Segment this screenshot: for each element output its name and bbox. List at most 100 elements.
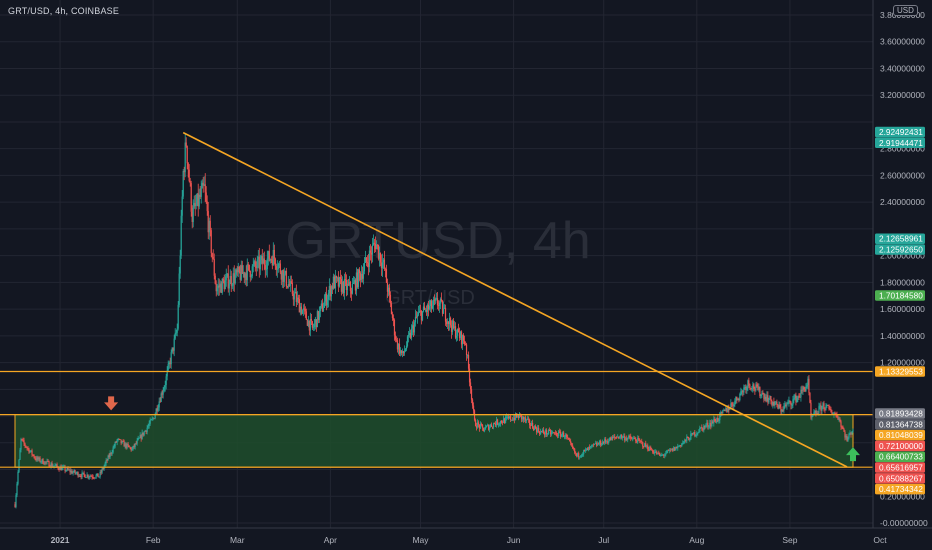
candle-up bbox=[150, 419, 152, 421]
candle-down bbox=[444, 307, 447, 322]
candle-up bbox=[126, 443, 128, 448]
currency-badge[interactable]: USD bbox=[893, 5, 918, 16]
candle-up bbox=[360, 273, 363, 280]
candle-down bbox=[482, 427, 485, 432]
candle-up bbox=[620, 435, 622, 438]
candle-up bbox=[851, 431, 853, 435]
candle-up bbox=[718, 420, 720, 421]
candle-down bbox=[159, 401, 161, 403]
candle-up bbox=[143, 431, 145, 436]
candle-down bbox=[556, 432, 558, 436]
candle-up bbox=[198, 194, 200, 207]
candle-down bbox=[742, 390, 744, 393]
candle-down bbox=[71, 470, 73, 474]
candle-up bbox=[455, 335, 458, 338]
symbol-title[interactable]: GRT/USD, 4h, COINBASE bbox=[8, 6, 120, 16]
candle-up bbox=[341, 281, 343, 292]
candle-up bbox=[232, 273, 234, 286]
support-zone bbox=[14, 414, 854, 468]
candle-down bbox=[507, 416, 510, 419]
candle-down bbox=[440, 299, 443, 301]
candle-down bbox=[837, 417, 839, 420]
candle-down bbox=[732, 404, 734, 407]
candle-up bbox=[527, 418, 529, 420]
candle-down bbox=[340, 278, 342, 292]
candle-down bbox=[25, 445, 27, 448]
candle-down bbox=[618, 436, 620, 439]
candle-down bbox=[555, 432, 557, 434]
candle-down bbox=[102, 468, 104, 470]
candle-up bbox=[104, 463, 106, 467]
candle-down bbox=[390, 303, 393, 315]
candle-up bbox=[162, 391, 164, 395]
candle-up bbox=[582, 454, 584, 456]
price-label-badge: 0.66400733 bbox=[875, 451, 925, 462]
candle-down bbox=[214, 275, 216, 284]
candle-up bbox=[416, 314, 419, 318]
candle-down bbox=[337, 277, 339, 287]
candle-down bbox=[449, 317, 452, 326]
candle-down bbox=[536, 428, 538, 433]
candle-down bbox=[384, 268, 387, 270]
candle-down bbox=[645, 443, 647, 447]
candle-down bbox=[629, 435, 631, 437]
candle-down bbox=[400, 350, 403, 353]
price-label-text: 1.70184580 bbox=[879, 290, 923, 300]
candle-up bbox=[502, 418, 505, 423]
candle-down bbox=[543, 430, 545, 434]
candle-up bbox=[637, 437, 639, 443]
candle-down bbox=[569, 439, 571, 442]
candle-up bbox=[601, 444, 603, 446]
candle-up bbox=[476, 422, 479, 428]
candle-down bbox=[376, 244, 379, 246]
candle-up bbox=[332, 276, 334, 289]
candle-down bbox=[39, 457, 41, 462]
candle-up bbox=[628, 435, 630, 438]
price-label-bg bbox=[875, 244, 925, 255]
candle-up bbox=[734, 400, 736, 406]
price-label-bg bbox=[875, 137, 925, 149]
candle-up bbox=[154, 413, 156, 419]
candle-up bbox=[838, 418, 840, 420]
candle-up bbox=[737, 398, 739, 401]
candle-up bbox=[604, 439, 606, 443]
candle-up bbox=[623, 435, 625, 437]
time-axis[interactable]: 2021 Feb Mar Apr May Jun Jul Aug Sep Oct bbox=[51, 535, 888, 545]
candle-down bbox=[523, 416, 525, 420]
candle-up bbox=[109, 452, 111, 457]
candle-down bbox=[763, 393, 765, 400]
candle-up bbox=[784, 404, 786, 406]
candle-up bbox=[240, 265, 242, 280]
candle-down bbox=[714, 418, 716, 421]
price-label-badge: 2.91944471 bbox=[875, 137, 925, 149]
candle-up bbox=[725, 407, 727, 411]
candle-down bbox=[263, 258, 265, 266]
candle-down bbox=[427, 304, 430, 310]
candle-down bbox=[264, 265, 266, 270]
candle-down bbox=[190, 183, 192, 212]
price-label-bg bbox=[875, 440, 925, 452]
candle-up bbox=[772, 401, 774, 406]
candle-up bbox=[52, 465, 54, 467]
candle-up bbox=[175, 332, 177, 334]
candle-up bbox=[405, 346, 408, 350]
price-label-bg bbox=[875, 483, 925, 495]
candle-down bbox=[500, 420, 503, 423]
candle-up bbox=[94, 477, 96, 479]
candle-up bbox=[522, 416, 524, 420]
candle-up bbox=[117, 438, 119, 440]
candle-up bbox=[65, 470, 67, 472]
candle-up bbox=[492, 423, 495, 428]
candle-up bbox=[608, 440, 610, 443]
candle-up bbox=[698, 431, 700, 433]
candle-up bbox=[783, 405, 785, 411]
price-tick-label: -0.00000000 bbox=[880, 518, 928, 528]
candle-up bbox=[703, 425, 705, 431]
candle-up bbox=[443, 307, 446, 309]
candle-down bbox=[576, 453, 578, 457]
candle-down bbox=[212, 256, 214, 259]
candle-up bbox=[136, 440, 138, 444]
candle-up bbox=[289, 281, 291, 286]
trendline[interactable] bbox=[182, 131, 848, 468]
